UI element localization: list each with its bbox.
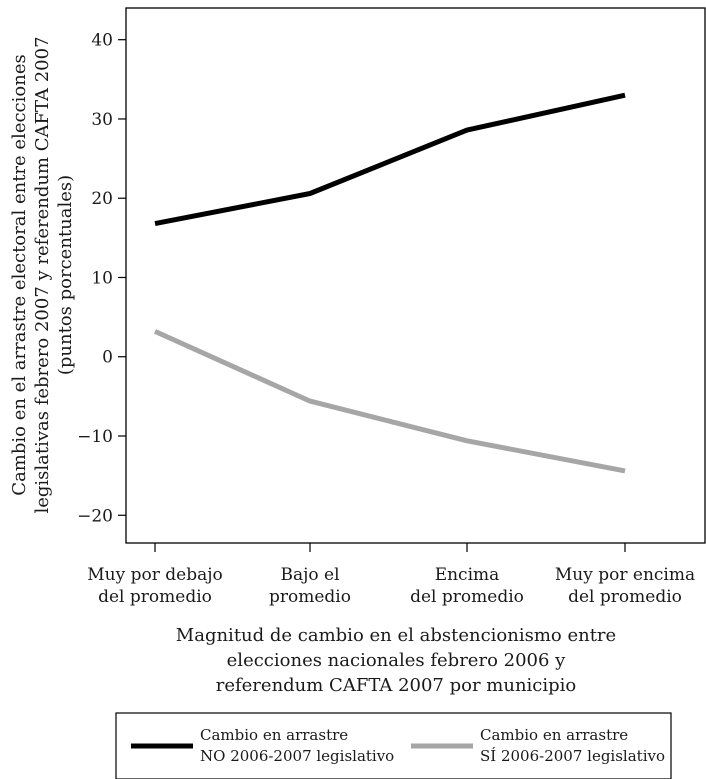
x-tick-label-line: del promedio (98, 587, 212, 607)
y-tick-label: 20 (91, 189, 113, 209)
legend: Cambio en arrastre NO 2006-2007 legislati… (115, 712, 672, 779)
x-axis-title: Magnitud de cambio en el abstencionismo … (176, 625, 616, 696)
y-tick-label: −10 (77, 427, 113, 447)
y-tick-label: 10 (91, 268, 113, 288)
y-axis-title-line: Cambio en el arrastre electoral entre el… (9, 54, 30, 495)
y-tick-label: 40 (91, 31, 113, 51)
legend-label-line: Cambio en arrastre (200, 726, 348, 744)
x-tick-label-line: Bajo el (280, 565, 339, 585)
y-axis-title-line: legislativas febrero 2007 y referendum C… (32, 36, 53, 513)
series-line-1 (154, 92, 626, 227)
legend-label-line: Cambio en arrastre (480, 726, 628, 744)
x-tick-label-line: del promedio (568, 587, 682, 607)
x-tick-label-line: del promedio (410, 587, 524, 607)
legend-label-line: SÍ 2006-2007 legislativo (480, 747, 665, 765)
legend-label-line: NO 2006-2007 legislativo (200, 747, 394, 765)
series-line-2 (153, 329, 626, 474)
y-tick-label: −20 (77, 506, 113, 526)
x-tick-label: Bajo el promedio (269, 565, 351, 607)
y-axis: −20 −10 0 10 20 30 40 (77, 31, 126, 526)
y-axis-title: Cambio en el arrastre electoral entre el… (9, 36, 76, 513)
series-layer (153, 92, 626, 474)
x-axis-title-line: Magnitud de cambio en el abstencionismo … (176, 625, 616, 646)
x-tick-label: Encima del promedio (410, 565, 524, 607)
legend-box (115, 712, 672, 779)
legend-label: Cambio en arrastre SÍ 2006-2007 legislati… (480, 726, 665, 765)
y-tick-label: 0 (102, 348, 113, 368)
y-tick-label: 30 (91, 110, 113, 130)
legend-label: Cambio en arrastre NO 2006-2007 legislati… (200, 726, 394, 765)
x-axis-title-line: elecciones nacionales febrero 2006 y (227, 650, 567, 671)
x-tick-label: Muy por encima del promedio (555, 565, 695, 607)
x-axis-title-line: referendum CAFTA 2007 por municipio (216, 675, 577, 696)
plot-frame (125, 7, 706, 544)
x-tick-label-line: Muy por debajo (87, 565, 222, 585)
x-tick-label-line: Encima (435, 565, 500, 585)
y-axis-title-line: (puntos porcentuales) (55, 175, 76, 375)
x-tick-label: Muy por debajo del promedio (87, 565, 222, 607)
x-tick-label-line: Muy por encima (555, 565, 695, 585)
x-tick-label-line: promedio (269, 587, 351, 607)
